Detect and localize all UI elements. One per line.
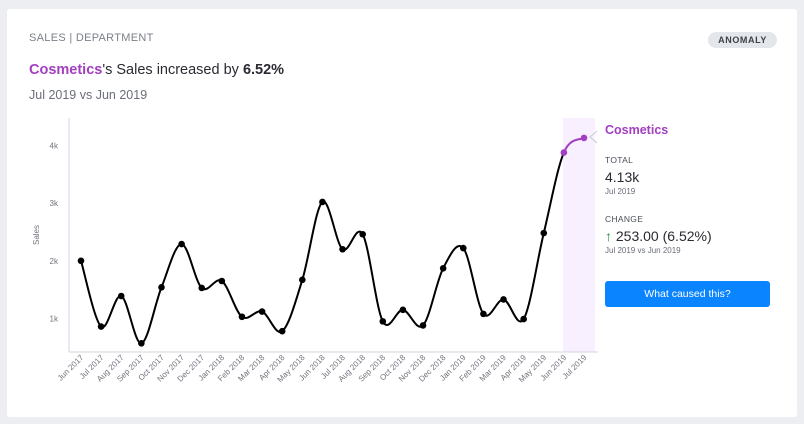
panel-entity: Cosmetics: [605, 123, 669, 137]
total-period: Jul 2019: [605, 187, 636, 196]
data-point: [359, 230, 366, 238]
y-tick-label: 2k: [50, 257, 59, 266]
data-point: [77, 257, 85, 265]
what-caused-this-button[interactable]: What caused this?: [605, 281, 770, 307]
data-point: [339, 245, 346, 253]
headline-entity[interactable]: Cosmetics: [29, 62, 103, 78]
anomaly-badge: ANOMALY: [708, 32, 777, 48]
data-point: [379, 318, 387, 325]
data-points: [77, 134, 588, 347]
total-label: TOTAL: [605, 155, 634, 165]
data-point: [178, 240, 185, 248]
data-point: [560, 149, 568, 156]
data-point: [218, 277, 226, 285]
data-point: [540, 229, 548, 237]
anomaly-card: SALES | DEPARTMENT ANOMALY Cosmetics's S…: [7, 9, 797, 417]
total-value: 4.13k: [605, 169, 640, 185]
y-axis-label: Sales: [32, 225, 41, 245]
change-value: 253.00 (6.52%): [615, 228, 712, 244]
data-point: [299, 276, 306, 284]
data-point: [419, 322, 427, 329]
data-point: [480, 310, 487, 318]
y-tick-label: 4k: [50, 141, 59, 150]
highlight-band: [562, 118, 595, 352]
data-point: [138, 340, 145, 347]
data-point: [580, 134, 588, 142]
data-point: [520, 315, 527, 323]
data-point: [278, 327, 286, 335]
chevron-left-icon: [589, 130, 598, 144]
change-label: CHANGE: [605, 214, 644, 224]
arrow-up-icon: ↑: [605, 228, 612, 244]
chart-axes: 1k 2k 3k 4k Sales: [32, 118, 598, 353]
headline: Cosmetics's Sales increased by 6.52%: [29, 62, 284, 78]
data-point: [439, 265, 447, 272]
data-point: [319, 198, 326, 206]
change-value-row: ↑ 253.00 (6.52%): [605, 228, 775, 244]
breadcrumb: SALES | DEPARTMENT: [29, 32, 154, 44]
comparison-period: Jul 2019 vs Jun 2019: [29, 88, 148, 102]
data-point: [258, 308, 266, 315]
data-point: [117, 292, 125, 300]
data-point: [198, 284, 206, 292]
headline-text: 's Sales increased by: [102, 62, 243, 78]
detail-panel: Cosmetics TOTAL 4.13k Jul 2019 CHANGE ↑ …: [605, 123, 775, 255]
data-point: [459, 244, 467, 252]
data-point: [97, 323, 105, 330]
data-point: [238, 313, 246, 321]
data-point: [500, 296, 507, 303]
data-point: [158, 284, 165, 291]
headline-percent: 6.52%: [242, 62, 285, 78]
series-line: [80, 152, 565, 345]
y-tick-label: 3k: [50, 199, 59, 208]
data-point: [399, 306, 407, 314]
change-period: Jul 2019 vs Jun 2019: [605, 246, 681, 255]
y-tick-label: 1k: [50, 315, 59, 324]
